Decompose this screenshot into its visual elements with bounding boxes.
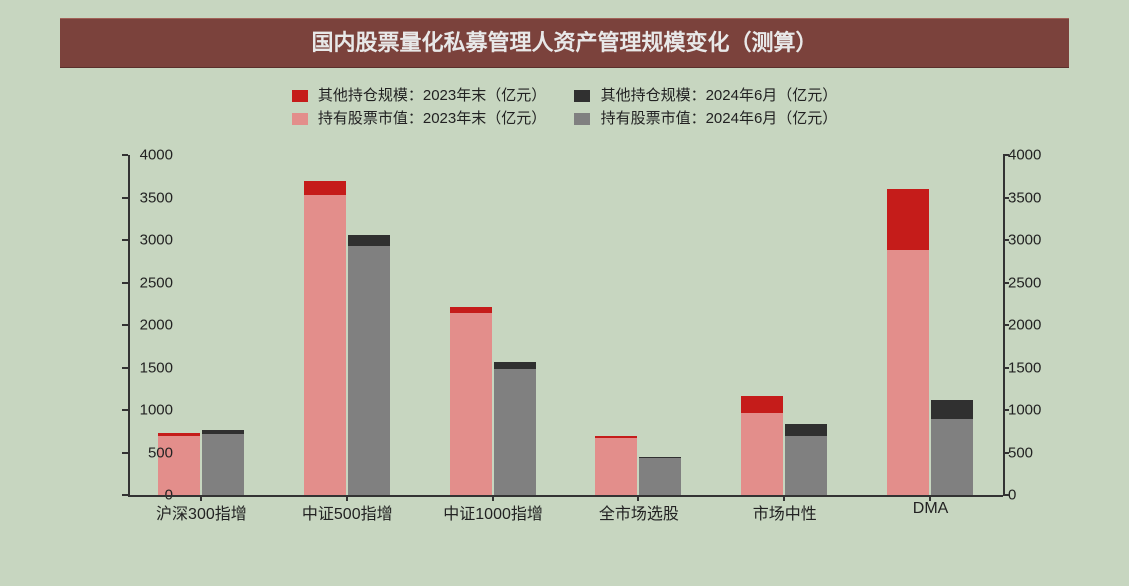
- plot-region: [128, 155, 1003, 495]
- bar-other-2024: [785, 424, 827, 436]
- bar-stock-2024: [494, 369, 536, 495]
- bar-stock-2023: [595, 438, 637, 495]
- bar-other-2023: [741, 396, 783, 413]
- y-tick-label-right: 1500: [1008, 359, 1053, 376]
- bar-stock-2023: [304, 195, 346, 495]
- y-tick-label-right: 500: [1008, 444, 1053, 461]
- legend-item-stock-2023: 持有股票市值：2023年末（亿元）: [292, 107, 547, 128]
- bar-other-2023: [304, 181, 346, 195]
- y-tick-label-left: 3500: [128, 189, 173, 206]
- y-axis-left: [128, 155, 130, 495]
- x-category-label: DMA: [858, 500, 1003, 518]
- bar-other-2024: [494, 362, 536, 370]
- x-category-label: 市场中性: [712, 500, 857, 524]
- y-tick-label-left: 1000: [128, 402, 173, 419]
- y-axis-right: [1003, 155, 1005, 495]
- bar-stock-2024: [785, 436, 827, 496]
- bar-stock-2023: [741, 413, 783, 495]
- y-tick-label-right: 3500: [1008, 189, 1053, 206]
- bar-stock-2024: [639, 458, 681, 495]
- legend-swatch: [292, 90, 308, 102]
- x-axis: [128, 495, 1003, 497]
- x-category-label: 中证1000指增: [421, 500, 566, 524]
- bar-other-2024: [931, 400, 973, 419]
- chart-title-bar: 国内股票量化私募管理人资产管理规模变化（测算）: [60, 18, 1069, 68]
- legend-label: 持有股票市值：2023年末（亿元）: [318, 110, 546, 127]
- chart-title: 国内股票量化私募管理人资产管理规模变化（测算）: [311, 30, 817, 55]
- bar-other-2023: [595, 436, 637, 439]
- bar-other-2024: [202, 430, 244, 433]
- bar-stock-2024: [348, 246, 390, 495]
- y-tick-label-right: 2500: [1008, 274, 1053, 291]
- x-category-label: 沪深300指增: [129, 500, 274, 524]
- legend-item-stock-2024: 持有股票市值：2024年6月（亿元）: [574, 107, 837, 128]
- bar-other-2024: [639, 457, 681, 459]
- legend-label: 其他持仓规模：2024年6月（亿元）: [601, 87, 838, 104]
- bar-other-2023: [158, 433, 200, 436]
- y-tick-label-right: 1000: [1008, 402, 1053, 419]
- chart-area: 0050050010001000150015002000200025002500…: [78, 150, 1053, 530]
- bar-stock-2024: [202, 434, 244, 495]
- bar-stock-2023: [887, 250, 929, 495]
- legend-label: 持有股票市值：2024年6月（亿元）: [601, 110, 838, 127]
- bar-other-2024: [348, 235, 390, 246]
- y-tick-label-left: 4000: [128, 147, 173, 164]
- legend-swatch: [574, 90, 590, 102]
- legend: 其他持仓规模：2023年末（亿元） 其他持仓规模：2024年6月（亿元） 持有股…: [0, 82, 1129, 130]
- y-tick-label-right: 4000: [1008, 147, 1053, 164]
- bar-other-2023: [450, 307, 492, 313]
- bar-stock-2023: [450, 313, 492, 495]
- y-tick-label-left: 1500: [128, 359, 173, 376]
- legend-item-other-2023: 其他持仓规模：2023年末（亿元）: [292, 84, 547, 105]
- bar-stock-2024: [931, 419, 973, 496]
- legend-item-other-2024: 其他持仓规模：2024年6月（亿元）: [574, 84, 837, 105]
- legend-swatch: [292, 113, 308, 125]
- y-tick-label-left: 3000: [128, 232, 173, 249]
- legend-swatch: [574, 113, 590, 125]
- bar-other-2023: [887, 189, 929, 250]
- y-tick-label-left: 500: [128, 444, 173, 461]
- y-tick-label-right: 3000: [1008, 232, 1053, 249]
- x-category-label: 中证500指增: [275, 500, 420, 524]
- y-tick-label-right: 2000: [1008, 317, 1053, 334]
- legend-label: 其他持仓规模：2023年末（亿元）: [318, 87, 546, 104]
- y-tick-label-right: 0: [1008, 487, 1053, 504]
- y-tick-label-left: 2000: [128, 317, 173, 334]
- y-tick-label-left: 2500: [128, 274, 173, 291]
- x-category-label: 全市场选股: [566, 500, 711, 524]
